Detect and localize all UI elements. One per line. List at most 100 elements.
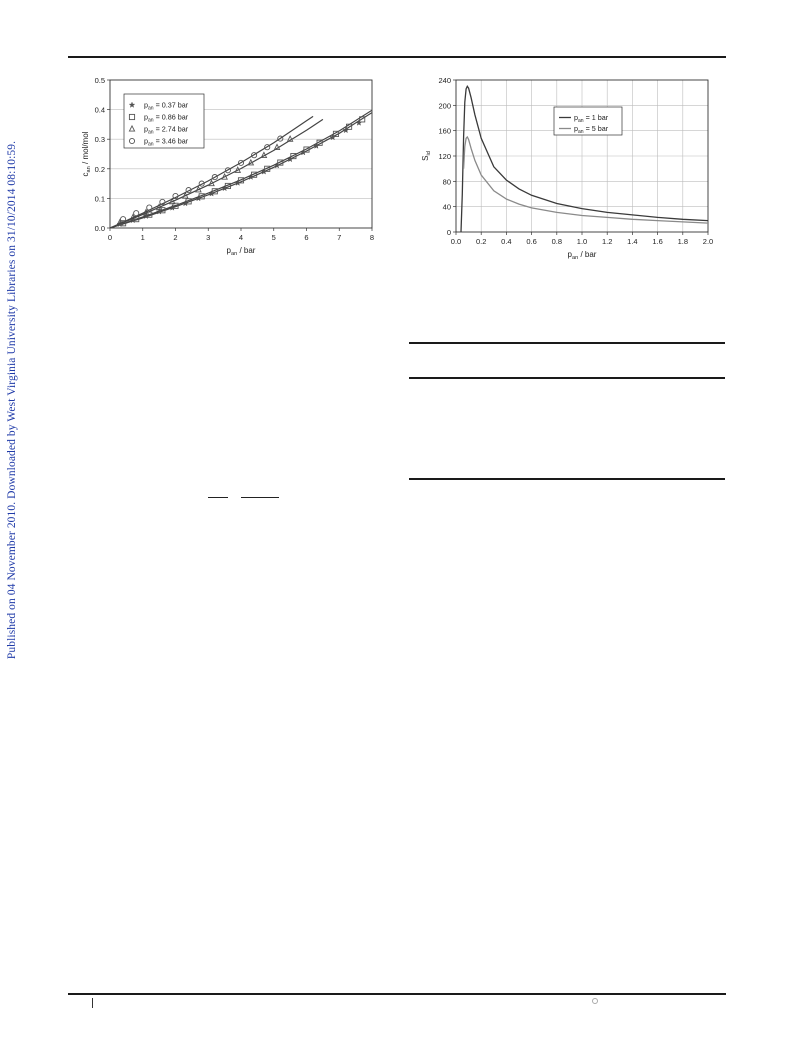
- x-tick-label: 0.6: [526, 237, 536, 246]
- data-point: [264, 165, 271, 172]
- data-point: [316, 139, 323, 146]
- data-point: [355, 119, 363, 126]
- x-axis-title: pan / bar: [568, 250, 597, 261]
- data-point: [159, 207, 166, 214]
- data-point: [159, 198, 166, 206]
- data-point: [172, 192, 179, 200]
- x-tick-label: 0: [108, 233, 112, 242]
- data-point: [168, 197, 176, 205]
- data-point: [155, 203, 163, 210]
- data-point: [237, 159, 245, 166]
- data-point: [185, 187, 192, 194]
- series-line: [110, 112, 372, 228]
- legend-box: [553, 106, 623, 136]
- data-point: [181, 191, 189, 199]
- x-tick-label: 4: [239, 233, 243, 242]
- table-header-rule: [409, 377, 725, 379]
- series-line: [460, 84, 708, 232]
- data-point: [128, 101, 136, 108]
- data-point: [286, 135, 294, 142]
- data-point: [247, 158, 255, 166]
- legend-label: pan = 2.74 bar: [144, 125, 189, 136]
- legend-label: pan = 3.46 bar: [144, 137, 189, 148]
- data-point: [211, 188, 218, 195]
- x-tick-label: 1.6: [652, 237, 662, 246]
- x-tick-label: 7: [337, 233, 341, 242]
- y-tick-label: 120: [438, 152, 451, 161]
- x-tick-label: 1.4: [627, 237, 637, 246]
- series-line: [110, 118, 324, 228]
- data-point: [237, 177, 245, 184]
- legend-label: pan = 0.37 bar: [144, 101, 189, 112]
- data-point: [116, 218, 124, 226]
- data-point: [251, 152, 258, 159]
- data-point: [198, 193, 205, 200]
- x-tick-label: 2: [173, 233, 177, 242]
- series-line: [110, 109, 372, 228]
- equation-fraction-bar: [241, 497, 279, 498]
- data-point: [224, 167, 231, 174]
- legend-box: [123, 93, 205, 149]
- x-tick-label: 1: [141, 233, 145, 242]
- plot-area: [460, 84, 708, 232]
- data-point: [260, 151, 268, 159]
- data-point: [208, 179, 215, 187]
- y-tick-label: 240: [438, 76, 451, 85]
- data-point: [251, 171, 258, 178]
- y-axis-title: Sid: [421, 151, 432, 161]
- data-point: [133, 210, 140, 217]
- data-point: [264, 144, 271, 151]
- data-point: [290, 153, 297, 160]
- data-point: [221, 172, 228, 180]
- x-tick-label: 2.0: [703, 237, 713, 246]
- y-tick-label: 160: [438, 127, 451, 136]
- legend-label: pan = 5 bar: [574, 124, 609, 135]
- y-tick-label: 0.1: [95, 194, 105, 203]
- x-tick-label: 3: [206, 233, 210, 242]
- data-point: [359, 116, 366, 123]
- x-tick-label: 5: [272, 233, 276, 242]
- x-tick-label: 0.4: [501, 237, 511, 246]
- data-point: [128, 124, 136, 132]
- y-tick-label: 80: [443, 177, 451, 186]
- y-tick-label: 0.3: [95, 135, 105, 144]
- data-point: [198, 180, 205, 187]
- data-point: [128, 137, 136, 145]
- x-tick-label: 1.2: [602, 237, 612, 246]
- x-tick-label: 8: [370, 233, 374, 242]
- header-rule: [68, 56, 726, 58]
- data-point: [195, 185, 202, 193]
- data-point: [172, 202, 179, 209]
- x-tick-label: 0.2: [476, 237, 486, 246]
- y-tick-label: 0.2: [95, 165, 105, 174]
- data-point: [234, 166, 242, 173]
- legend-label: pan = 1 bar: [574, 113, 609, 124]
- y-tick-label: 40: [443, 203, 451, 212]
- y-axis-title: can / mol/mol: [81, 131, 92, 176]
- data-point: [303, 146, 310, 153]
- data-point: [277, 135, 284, 142]
- footer-rule: [68, 993, 726, 995]
- footer-circle-icon: [592, 998, 598, 1004]
- y-tick-label: 0.5: [95, 76, 105, 85]
- data-point: [346, 123, 353, 130]
- x-tick-label: 1.8: [678, 237, 688, 246]
- solubility-chart: 0.0 0.1 0.2 0.3 0.4 0.5 0 1 2 3 4 5 6 7 8 pan / bar can …: [81, 76, 374, 257]
- x-tick-label: 6: [304, 233, 308, 242]
- x-tick-label: 0.0: [451, 237, 461, 246]
- data-point: [120, 216, 127, 223]
- x-axis-title: pan / bar: [227, 246, 256, 257]
- data-point: [128, 113, 136, 121]
- data-point: [277, 159, 284, 166]
- y-tick-label: 0.0: [95, 224, 105, 233]
- y-tick-label: 0.4: [95, 106, 105, 115]
- data-point: [185, 198, 192, 205]
- plot-frame: [455, 79, 709, 233]
- series-line: [110, 115, 314, 228]
- data-point: [332, 130, 340, 137]
- download-notice-text[interactable]: Published on 04 November 2010. Downloade…: [6, 140, 18, 660]
- plot-frame: [109, 79, 373, 229]
- table-top-rule: [409, 342, 725, 344]
- legend-label: pan = 0.86 bar: [144, 113, 189, 124]
- data-point: [273, 143, 281, 151]
